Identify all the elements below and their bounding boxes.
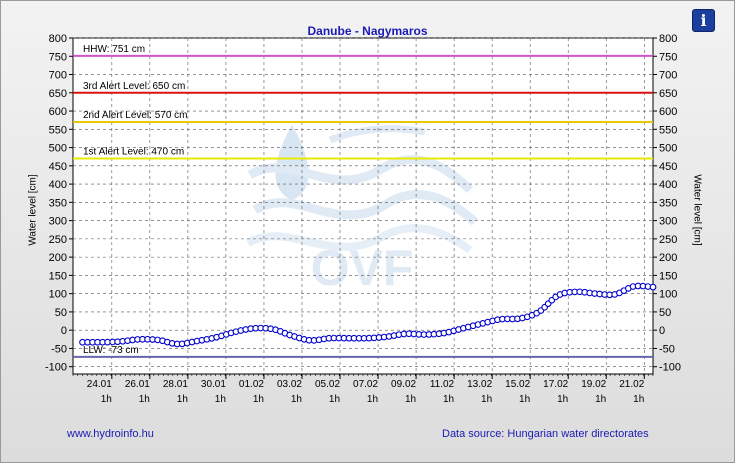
plot-area (72, 37, 654, 375)
x-tick-label-date: 01.02 (239, 379, 264, 390)
info-button[interactable]: i (692, 9, 715, 32)
x-tick-label-time: 1h (253, 394, 264, 405)
website-link[interactable]: www.hydroinfo.hu (67, 428, 154, 440)
y-tick-label: 500 (49, 143, 67, 155)
x-tick-label-date: 19.02 (581, 379, 606, 390)
x-tick-label-time: 1h (519, 394, 530, 405)
y-tick-label: -50 (51, 343, 67, 355)
y-tick-label: 100 (49, 289, 67, 301)
y-tick-label: 250 (49, 234, 67, 246)
y-tick-label: 200 (659, 252, 677, 264)
level-label: HHW: 751 cm (83, 44, 145, 55)
y-tick-label: 500 (659, 143, 677, 155)
y-tick-label: 250 (659, 234, 677, 246)
x-tick-label-time: 1h (291, 394, 302, 405)
y-tick-label: 800 (659, 33, 677, 45)
level-label: 2nd Alert Level: 570 cm (83, 110, 188, 121)
x-tick-label-time: 1h (405, 394, 416, 405)
y-tick-label: 50 (55, 307, 67, 319)
y-tick-label: 200 (49, 252, 67, 264)
x-tick-label-date: 17.02 (543, 379, 568, 390)
y-tick-label: 350 (49, 197, 67, 209)
x-tick-label-time: 1h (139, 394, 150, 405)
x-tick-label-date: 11.02 (430, 379, 455, 390)
x-tick-label-time: 1h (633, 394, 644, 405)
y-tick-label: 350 (659, 197, 677, 209)
x-tick-label-time: 1h (595, 394, 606, 405)
y-tick-label: 650 (49, 88, 67, 100)
y-tick-label: 450 (49, 161, 67, 173)
y-tick-label: -100 (45, 362, 67, 374)
x-tick-label-date: 07.02 (353, 379, 378, 390)
y-tick-label: 750 (49, 51, 67, 63)
y-tick-label: 750 (659, 51, 677, 63)
y-tick-label: 700 (659, 70, 677, 82)
x-axis: 24.01 1h 26.01 1h 28.01 1h 30.01 1h 01.02 1h 03.02… (72, 374, 654, 405)
level-label: 3rd Alert Level: 650 cm (83, 81, 185, 92)
x-tick-label-time: 1h (215, 394, 226, 405)
x-tick-label-date: 21.02 (619, 379, 644, 390)
data-point (649, 283, 657, 291)
x-tick-label-time: 1h (557, 394, 568, 405)
x-tick-label-date: 15.02 (505, 379, 530, 390)
y-tick-label: 550 (659, 124, 677, 136)
x-tick-label-date: 09.02 (391, 379, 416, 390)
y-tick-label: 550 (49, 124, 67, 136)
y-tick-label: 50 (659, 307, 671, 319)
x-tick-label-time: 1h (481, 394, 492, 405)
x-tick-label-time: 1h (443, 394, 454, 405)
alert-levels: HHW: 751 cm 3rd Alert Level: 650 cm 2nd Al… (73, 44, 653, 358)
y-tick-label: 600 (659, 106, 677, 118)
level-label: 1st Alert Level: 470 cm (83, 147, 184, 158)
y-tick-label: 600 (49, 106, 67, 118)
info-icon: i (700, 11, 707, 30)
x-tick-label-date: 24.01 (87, 379, 112, 390)
x-tick-label-date: 13.02 (467, 379, 492, 390)
level-label: LLW: -73 cm (83, 345, 139, 356)
y-tick-label: 700 (49, 70, 67, 82)
x-tick-label-time: 1h (101, 394, 112, 405)
x-tick-label-time: 1h (329, 394, 340, 405)
y-tick-label: 100 (659, 289, 677, 301)
x-tick-label-time: 1h (367, 394, 378, 405)
y-tick-label: 150 (659, 270, 677, 282)
y-tick-label: 800 (49, 33, 67, 45)
x-tick-label-time: 1h (177, 394, 188, 405)
y-tick-label: 450 (659, 161, 677, 173)
x-tick-label-date: 03.02 (277, 379, 302, 390)
y-tick-label: 400 (49, 179, 67, 191)
data-source-label: Data source: Hungarian water directorate… (442, 428, 649, 440)
y-tick-label: 300 (659, 216, 677, 228)
x-tick-label-date: 05.02 (315, 379, 340, 390)
ovf-watermark-logo: OVF (246, 125, 479, 296)
y-axis-left: -100 -50 0 50 100 150 200 250 300 350 400 450 500 550… (45, 33, 73, 374)
y-tick-label: 650 (659, 88, 677, 100)
water-level-series (79, 282, 657, 348)
svg-text:OVF: OVF (311, 240, 414, 296)
y-tick-label: 0 (659, 325, 665, 337)
y-tick-label: 400 (659, 179, 677, 191)
chart-title: Danube - Nagymaros (307, 24, 428, 38)
x-tick-label-date: 26.01 (125, 379, 150, 390)
x-tick-label-date: 30.01 (201, 379, 226, 390)
y-axis-right: -100 -50 0 50 100 150 200 250 300 350 400 450 500 550… (653, 33, 681, 374)
y-tick-label: -100 (659, 362, 681, 374)
x-tick-label-date: 28.01 (163, 379, 188, 390)
y-tick-label: -50 (659, 343, 675, 355)
grid (73, 37, 653, 374)
y-tick-label: 150 (49, 270, 67, 282)
y-tick-label: 300 (49, 216, 67, 228)
y-tick-label: 0 (61, 325, 67, 337)
